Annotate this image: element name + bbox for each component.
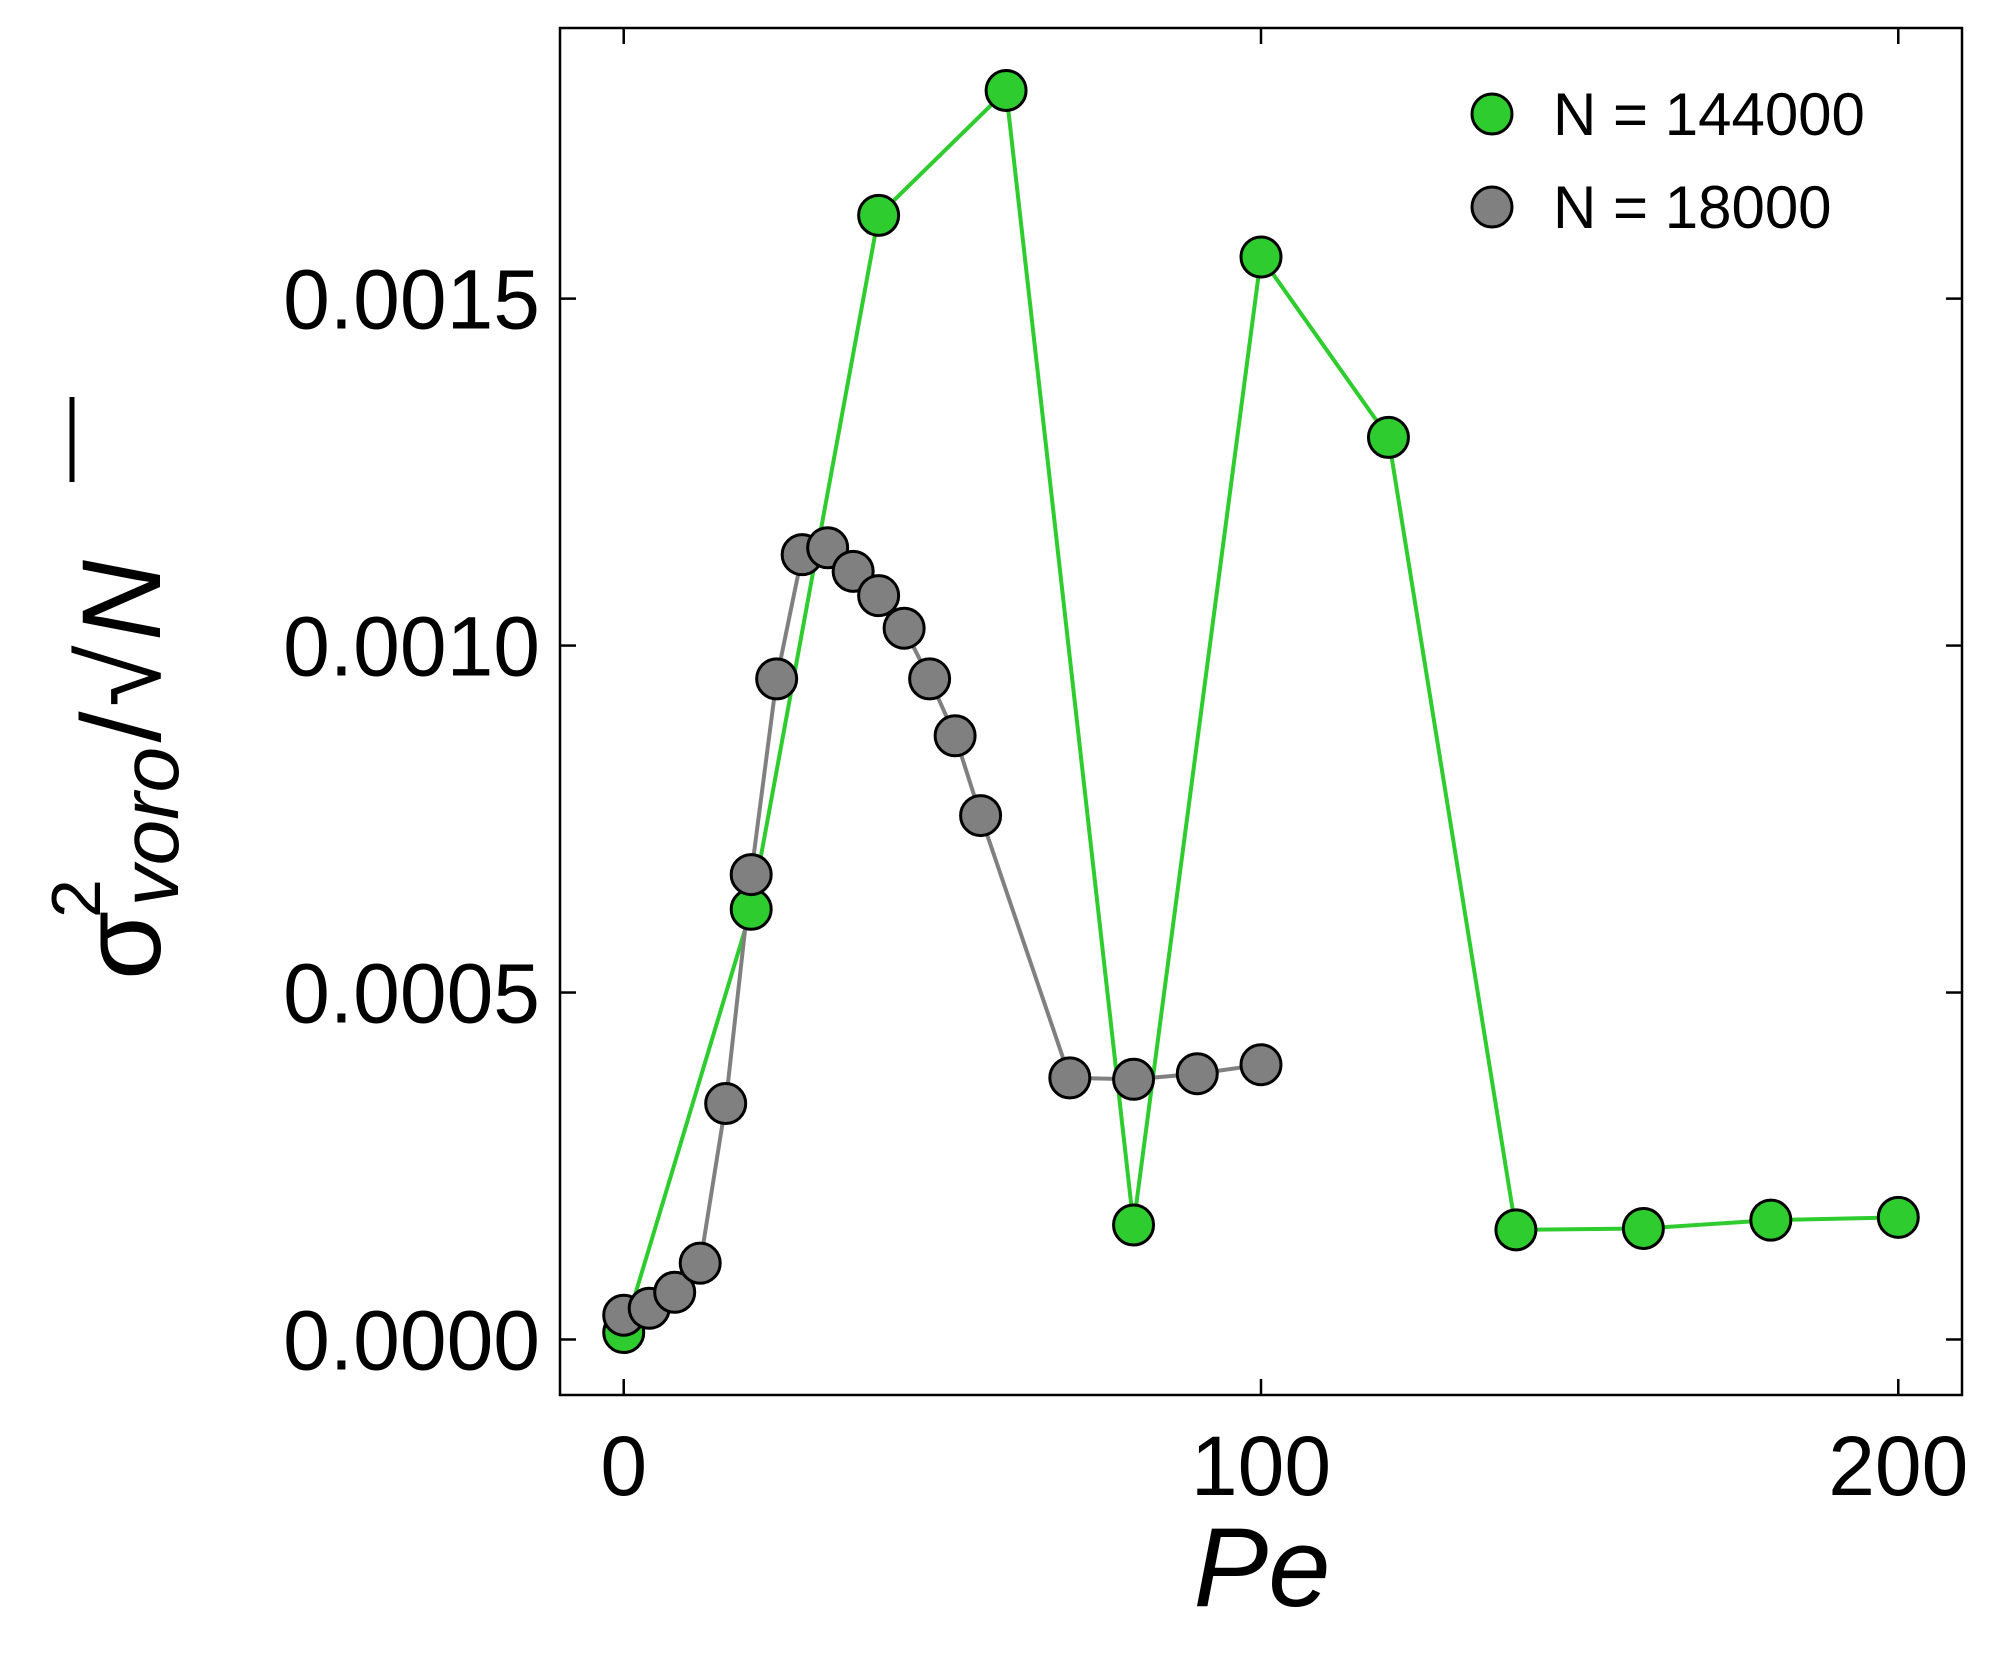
legend-marker [1470, 92, 1514, 136]
x-tick-label: 100 [1191, 1419, 1331, 1513]
legend: N = 144000 N = 18000 [1470, 81, 1865, 241]
y-axis-label-symbol: σ [59, 911, 184, 980]
data-point [933, 714, 977, 758]
data-point [908, 657, 952, 701]
x-axis-label: Pe [1194, 1505, 1331, 1630]
y-axis-label-superscript: 2 [37, 879, 115, 918]
data-point [1239, 235, 1283, 279]
data-point [1239, 1043, 1283, 1087]
data-point [857, 574, 901, 618]
data-point [1048, 1056, 1092, 1100]
y-tick-label: 0.0015 [283, 253, 540, 347]
y-tick-label: 0.0010 [283, 600, 540, 694]
y-axis-label: σ voro / √ N 2 [37, 397, 196, 980]
data-point [1621, 1206, 1665, 1250]
data-point [1494, 1208, 1538, 1252]
data-point [1749, 1198, 1793, 1242]
legend-marker [1470, 185, 1514, 229]
data-point [857, 193, 901, 237]
x-tick-label: 200 [1828, 1419, 1968, 1513]
y-tick-label: 0.0000 [283, 1293, 540, 1387]
y-axis-label-subscript: voro [105, 747, 196, 907]
legend-label: N = 18000 [1553, 174, 1832, 241]
y-axis-label-sqrt-arg: N [59, 560, 184, 641]
plot-series [602, 68, 1920, 1355]
data-point [704, 1082, 748, 1126]
data-point [755, 657, 799, 701]
data-point [1876, 1195, 1920, 1239]
legend-label: N = 144000 [1553, 81, 1865, 148]
data-point [959, 794, 1003, 838]
svg-text:σ voro /: σ voro / √ N [59, 560, 196, 980]
data-point [653, 1270, 697, 1314]
x-tick-label: 0 [600, 1419, 647, 1513]
data-point [729, 853, 773, 897]
y-axis-label-divider: / [59, 710, 184, 742]
data-point [1366, 415, 1410, 459]
data-point [678, 1241, 722, 1285]
data-point [1175, 1052, 1219, 1096]
axis-ticks [560, 28, 1962, 1395]
data-point [984, 68, 1028, 112]
plot-frame [558, 26, 1964, 1397]
data-point [1112, 1057, 1156, 1101]
y-axis-label-sqrt: √ [59, 645, 184, 707]
tick-labels: 0 100 200 0.0000 0.0005 0.0010 0.0015 [283, 253, 1968, 1513]
y-tick-label: 0.0005 [283, 947, 540, 1041]
data-point [882, 606, 926, 650]
data-point [1112, 1203, 1156, 1247]
